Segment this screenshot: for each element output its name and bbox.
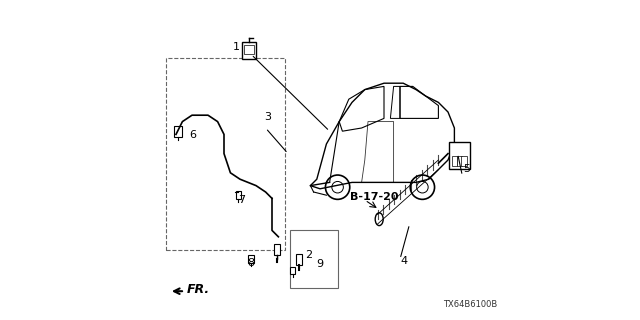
Text: 8: 8	[247, 258, 254, 268]
Bar	[457, 156, 462, 166]
Bar	[236, 191, 241, 199]
Text: 4: 4	[400, 256, 407, 266]
Bar	[173, 126, 182, 137]
Text: 2: 2	[306, 250, 313, 260]
Text: 3: 3	[264, 112, 271, 122]
Text: 9: 9	[316, 259, 323, 269]
Bar	[290, 230, 338, 288]
Text: FR.: FR.	[186, 283, 209, 296]
Bar	[244, 45, 254, 54]
Bar	[296, 253, 302, 265]
Bar	[452, 156, 457, 166]
Bar	[461, 156, 467, 166]
Text: 5: 5	[463, 164, 470, 174]
Text: TX64B6100B: TX64B6100B	[443, 300, 497, 309]
Text: B-17-20: B-17-20	[351, 192, 399, 202]
Bar	[248, 255, 254, 263]
Bar	[166, 58, 285, 250]
Bar	[291, 267, 296, 274]
Text: 1: 1	[233, 42, 240, 52]
Bar	[449, 141, 470, 169]
Bar	[242, 42, 256, 59]
Text: 7: 7	[239, 195, 246, 205]
Text: 6: 6	[189, 130, 196, 140]
Bar	[274, 244, 280, 255]
